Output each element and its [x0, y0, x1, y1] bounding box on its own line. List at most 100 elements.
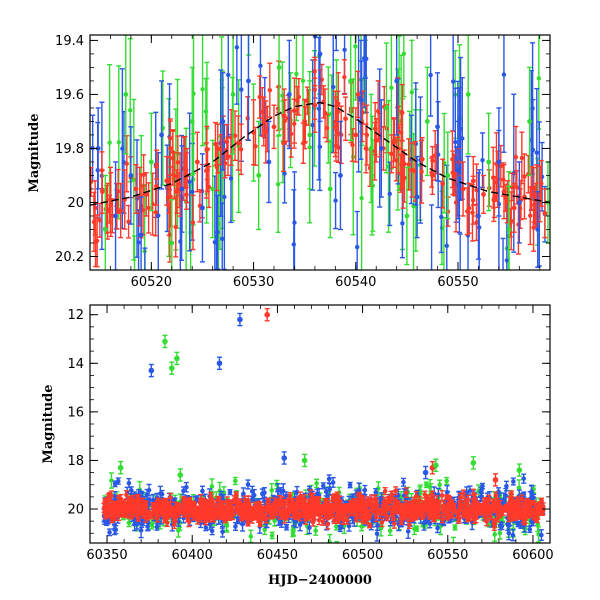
series-point	[435, 72, 441, 182]
top-axis-ticks: 60520 60530 60540 60550 19.4 19.6 19.8 20 20.2	[55, 34, 550, 290]
data-point	[406, 162, 411, 167]
data-point	[233, 524, 238, 529]
series-point	[419, 136, 425, 182]
data-point	[529, 186, 534, 191]
data-point	[271, 124, 277, 130]
y-tick-label: 19.4	[55, 34, 84, 49]
data-point	[394, 78, 400, 84]
series-point	[521, 174, 527, 220]
data-point	[190, 189, 195, 195]
series-point	[460, 161, 466, 217]
series-point	[133, 163, 139, 214]
y-tick-label: 19.6	[55, 88, 84, 103]
data-point	[353, 44, 358, 49]
data-point	[519, 155, 525, 161]
measurement	[521, 473, 527, 484]
series-point	[404, 166, 410, 266]
data-point	[102, 227, 108, 232]
data-point	[450, 79, 456, 84]
data-point	[92, 205, 98, 211]
measurement	[444, 476, 450, 486]
data-point	[402, 175, 407, 181]
data-point	[312, 69, 317, 74]
data-point	[501, 189, 507, 195]
data-point	[267, 87, 273, 93]
x-tick-label: 60540	[335, 275, 376, 290]
data-point	[389, 85, 394, 90]
data-point	[159, 491, 165, 497]
measurement	[97, 202, 103, 238]
data-point	[286, 92, 292, 97]
measurement	[131, 98, 137, 261]
data-point	[212, 240, 218, 245]
series-point	[312, 77, 318, 133]
series-point	[506, 185, 512, 270]
data-point	[224, 523, 230, 528]
data-point	[346, 523, 352, 529]
data-point	[126, 480, 132, 486]
series-point	[409, 142, 415, 198]
data-point	[131, 177, 137, 182]
measurement	[142, 247, 148, 270]
data-point	[368, 146, 374, 151]
data-point	[324, 125, 330, 131]
measurement	[466, 182, 472, 234]
series-point	[215, 123, 221, 174]
measurement	[464, 187, 470, 236]
data-point	[424, 119, 430, 124]
measurement	[94, 214, 100, 268]
data-point	[480, 157, 485, 163]
data-point	[470, 178, 476, 184]
data-point	[275, 181, 281, 187]
series-point	[99, 169, 105, 214]
measurement	[326, 474, 332, 484]
data-point	[481, 191, 486, 197]
series-point	[128, 126, 134, 225]
data-point	[317, 51, 323, 57]
measurement	[497, 520, 503, 531]
data-point	[343, 116, 348, 122]
data-point	[359, 195, 364, 201]
data-point	[174, 189, 180, 195]
series-point	[429, 155, 435, 196]
data-point	[509, 218, 514, 224]
measurement	[476, 169, 482, 270]
data-point	[280, 93, 285, 98]
data-point	[504, 258, 510, 263]
measurement	[457, 233, 463, 270]
data-point	[126, 219, 131, 224]
data-point	[384, 105, 389, 111]
series-point	[164, 155, 170, 206]
data-point	[253, 144, 258, 149]
data-point	[159, 132, 164, 138]
data-point	[291, 242, 297, 247]
data-point	[260, 491, 265, 497]
data-point	[220, 529, 225, 535]
measurement	[338, 105, 344, 165]
measurement	[108, 472, 114, 489]
series-point	[113, 161, 119, 270]
measurement	[355, 70, 361, 119]
data-point	[294, 71, 299, 77]
data-point	[531, 225, 536, 230]
data-point	[504, 483, 509, 489]
measurement	[316, 36, 322, 181]
data-point	[116, 140, 121, 145]
series-point	[332, 96, 338, 158]
data-point	[118, 208, 124, 213]
data-point	[435, 124, 440, 130]
data-point	[94, 238, 100, 244]
data-point	[178, 239, 183, 244]
data-point	[400, 221, 405, 226]
data-point	[467, 206, 472, 211]
measurement	[452, 524, 458, 531]
data-point	[404, 213, 410, 219]
data-point	[353, 132, 359, 138]
measurement	[359, 119, 365, 270]
series-point	[532, 185, 538, 225]
series-point	[511, 182, 517, 233]
measurement	[428, 35, 434, 117]
series-point	[481, 174, 487, 214]
top-y-axis-label: Magnitude	[27, 113, 42, 192]
